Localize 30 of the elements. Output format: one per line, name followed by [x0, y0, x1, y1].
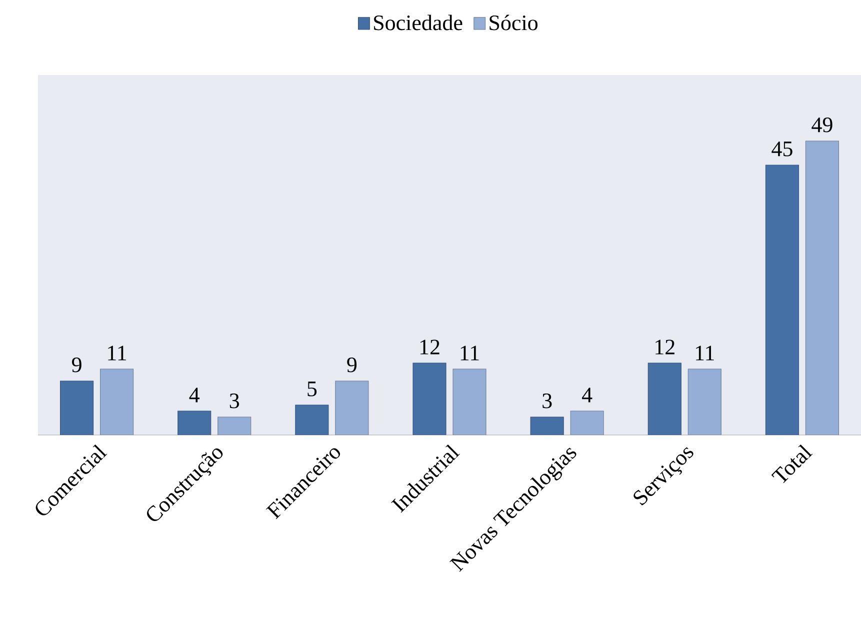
data-label: 11 [696, 346, 714, 360]
data-label: 11 [108, 346, 126, 360]
data-label: 11 [460, 346, 479, 360]
data-label: 9 [72, 357, 82, 372]
bar [688, 368, 722, 435]
bar [570, 410, 604, 435]
data-label: 12 [420, 340, 440, 354]
legend-label: Sócio [490, 14, 538, 30]
data-label: 45 [772, 142, 792, 156]
bar [412, 362, 446, 435]
data-label: 4 [189, 388, 200, 402]
data-label: 49 [812, 117, 832, 132]
bar [60, 380, 94, 435]
bar [178, 410, 212, 435]
bar [452, 368, 486, 435]
bar [335, 380, 369, 435]
data-label: 3 [542, 393, 552, 408]
legend-label: Sociedade [374, 14, 462, 30]
bar [805, 140, 839, 435]
data-label: 4 [582, 388, 592, 402]
bar [218, 416, 252, 435]
data-label: 3 [230, 393, 239, 408]
data-label: 9 [347, 357, 357, 372]
data-label: 5 [308, 382, 317, 396]
bar [765, 164, 799, 435]
data-label: 12 [656, 340, 674, 354]
bar [100, 368, 134, 435]
bar [295, 404, 329, 435]
bar [530, 416, 564, 435]
bar [648, 362, 682, 435]
